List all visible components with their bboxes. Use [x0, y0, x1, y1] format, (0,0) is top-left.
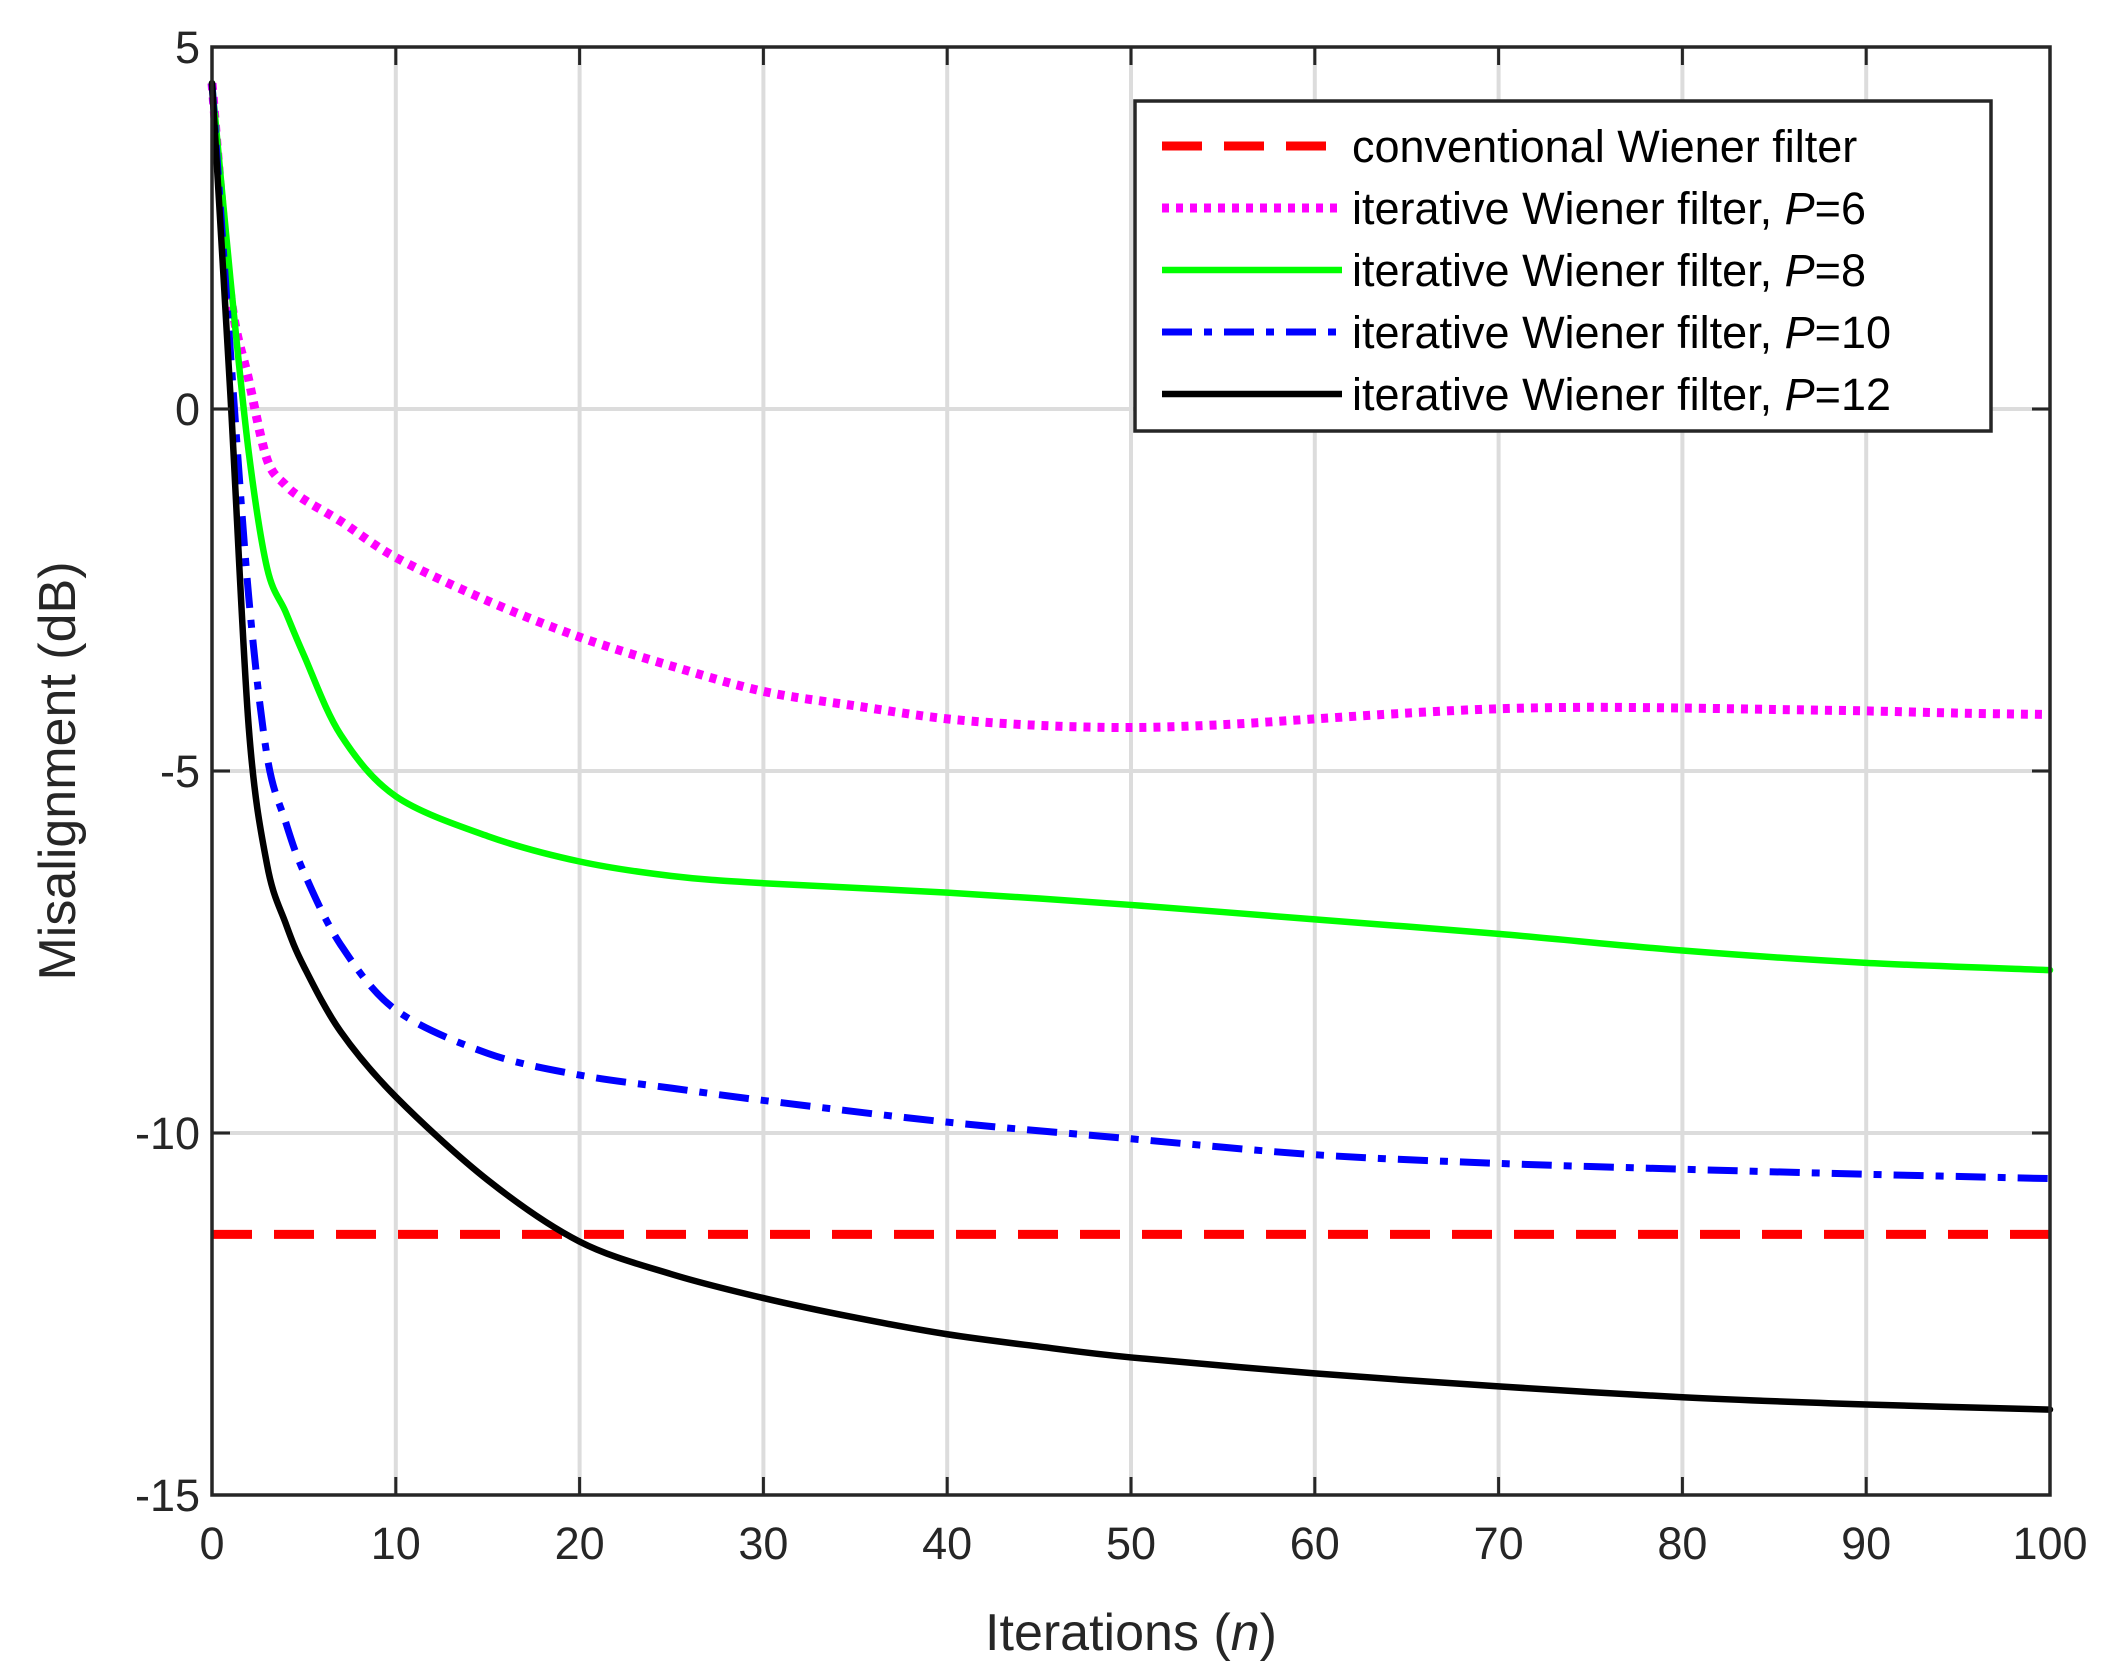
- legend-label-iterative-p6: iterative Wiener filter, P=6: [1352, 183, 1866, 234]
- y-axis-title: Misalignment (dB): [29, 561, 87, 980]
- x-tick-label: 80: [1657, 1518, 1707, 1569]
- x-tick-label: 0: [199, 1518, 224, 1569]
- x-axis-title: Iterations (n): [985, 1604, 1277, 1662]
- y-tick-label: 5: [175, 22, 200, 73]
- series-line-iterative-p8: [208, 79, 2054, 974]
- series-line-iterative-p6: [207, 82, 2051, 733]
- axis-ticks: 0 10 20 30 40 50 60 70 80 90 100 -15 -10 -5 0 5: [135, 22, 2088, 1569]
- x-tick-label: 40: [922, 1518, 972, 1569]
- legend-label-conventional-wiener: conventional Wiener filter: [1352, 121, 1857, 172]
- legend-label-iterative-p8: iterative Wiener filter, P=8: [1352, 245, 1866, 296]
- y-tick-label: 0: [175, 384, 200, 435]
- x-tick-label: 60: [1290, 1518, 1340, 1569]
- y-tick-label: -15: [135, 1470, 200, 1521]
- x-tick-label: 90: [1841, 1518, 1891, 1569]
- series-line-iterative-p10: [208, 82, 2051, 1183]
- legend-label-iterative-p10: iterative Wiener filter, P=10: [1352, 307, 1891, 358]
- x-tick-label: 30: [738, 1518, 788, 1569]
- y-tick-label: -10: [135, 1108, 200, 1159]
- legend: conventional Wiener filter iterative Wien…: [1133, 99, 1993, 433]
- series-line-iterative-p12: [208, 79, 2054, 1413]
- y-tick-label: -5: [160, 746, 200, 797]
- x-tick-label: 50: [1106, 1518, 1156, 1569]
- x-tick-label: 20: [555, 1518, 605, 1569]
- plot-series: [207, 79, 2054, 1413]
- legend-box: [1133, 99, 1993, 433]
- x-tick-label: 70: [1474, 1518, 1524, 1569]
- x-tick-label: 10: [371, 1518, 421, 1569]
- legend-label-iterative-p12: iterative Wiener filter, P=12: [1352, 369, 1891, 420]
- x-tick-label: 100: [2012, 1518, 2087, 1569]
